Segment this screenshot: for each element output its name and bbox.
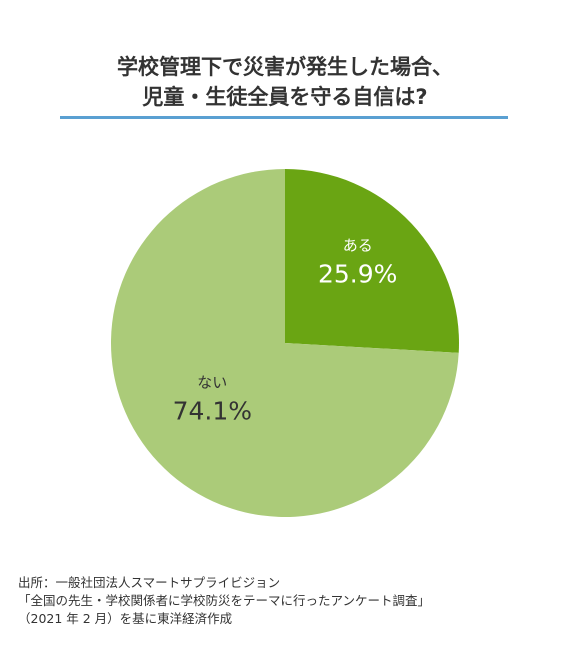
chart-title-line1: 学校管理下で災害が発生した場合、 — [117, 55, 453, 79]
source-note: 出所：一般社団法人スマートサプライビジョン 「全国の先生・学校関係者に学校防災を… — [18, 574, 563, 628]
chart-title-line2: 児童・生徒全員を守る自信は? — [142, 85, 428, 109]
slice-value-label: 74.1% — [173, 397, 252, 426]
pie-slice — [285, 169, 459, 353]
source-line1: 出所：一般社団法人スマートサプライビジョン — [18, 575, 281, 590]
pie-slice — [110, 169, 459, 517]
slice-value-label: 25.9% — [318, 259, 397, 288]
slice-category-label: ある — [343, 236, 373, 254]
chart-title: 学校管理下で災害が発生した場合、 児童・生徒全員を守る自信は? — [0, 52, 570, 112]
slice-category-label: ない — [197, 374, 227, 392]
source-line2: 「全国の先生・学校関係者に学校防災をテーマに行ったアンケート調査」 — [18, 593, 431, 608]
title-divider — [60, 116, 508, 119]
source-line3: （2021 年 2 月）を基に東洋経済作成 — [18, 611, 233, 626]
